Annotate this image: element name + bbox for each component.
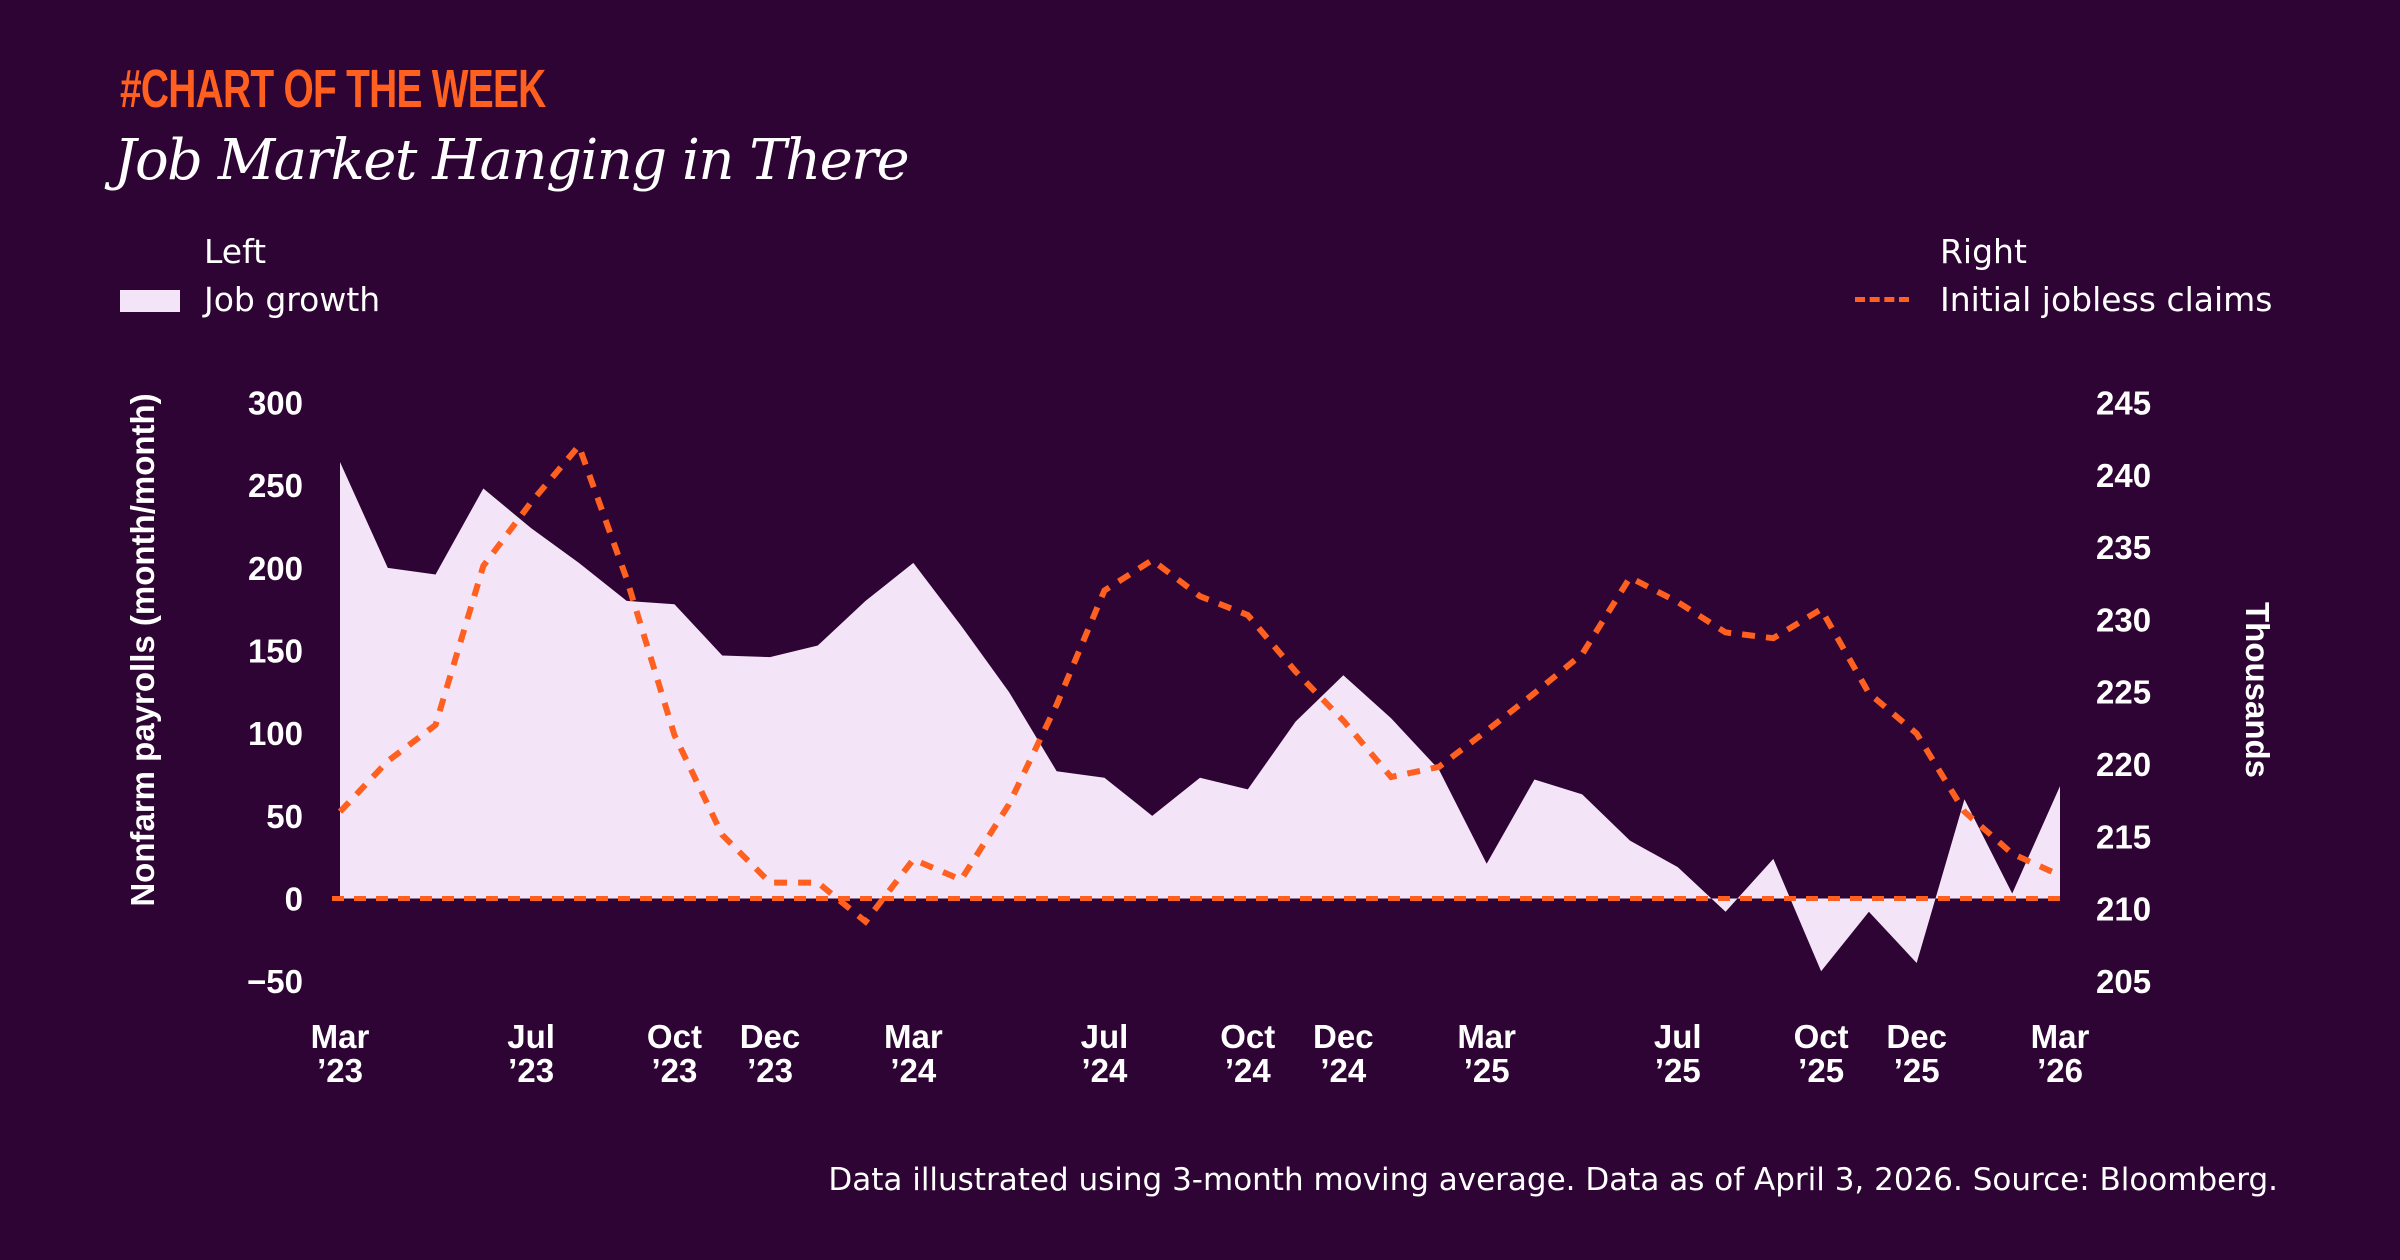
initial-jobless-claims-line <box>337 439 2062 926</box>
x-tick-year: ’23 <box>747 1052 793 1089</box>
legend-left-heading: Left <box>204 232 267 271</box>
x-tick-year: ’25 <box>1894 1052 1940 1089</box>
y-tick-label: 300 <box>248 385 303 422</box>
y2-tick-label: 220 <box>2096 746 2151 783</box>
chart-title: Job Market Hanging in There <box>114 128 910 193</box>
legend-dashed-line-swatch <box>1855 297 1909 302</box>
y-tick-label: 0 <box>285 881 303 918</box>
job-growth-area <box>340 462 2060 972</box>
x-tick-year: ’24 <box>1225 1052 1272 1089</box>
y-tick-label: 150 <box>248 633 303 670</box>
y-axis-label: Nonfarm payrolls (month/month) <box>124 393 161 906</box>
x-tick-month: Oct <box>1220 1018 1275 1055</box>
x-tick-month: Dec <box>1886 1018 1947 1055</box>
x-tick-month: Oct <box>647 1018 702 1055</box>
x-tick-month: Mar <box>311 1018 370 1055</box>
footnote: Data illustrated using 3-month moving av… <box>828 1162 2278 1198</box>
x-tick-month: Jul <box>507 1018 555 1055</box>
x-tick-year: ’24 <box>890 1052 937 1089</box>
y2-tick-label: 240 <box>2096 457 2151 494</box>
y-tick-label: 50 <box>266 798 303 835</box>
y-tick-label: 100 <box>248 715 303 752</box>
y2-tick-label: 225 <box>2096 674 2151 711</box>
y2-tick-label: 235 <box>2096 529 2151 566</box>
legend-job-growth: Job growth <box>204 280 381 319</box>
x-tick-month: Oct <box>1794 1018 1849 1055</box>
x-tick-year: ’26 <box>2037 1052 2083 1089</box>
y2-tick-label: 205 <box>2096 963 2151 1000</box>
chart-of-the-week-tag: #CHART OF THE WEEK <box>120 59 546 119</box>
x-tick-month: Mar <box>2031 1018 2090 1055</box>
y2-axis-label: Thousands <box>2239 602 2276 778</box>
x-tick-month: Dec <box>740 1018 801 1055</box>
x-tick-year: ’24 <box>1320 1052 1367 1089</box>
x-tick-year: ’25 <box>1798 1052 1844 1089</box>
y2-tick-label: 210 <box>2096 891 2151 928</box>
legend-initial-jobless-claims: Initial jobless claims <box>1940 280 2273 319</box>
y2-tick-label: 245 <box>2096 385 2151 422</box>
x-tick-year: ’24 <box>1082 1052 1129 1089</box>
x-tick-year: ’23 <box>317 1052 363 1089</box>
x-tick-month: Dec <box>1313 1018 1374 1055</box>
y-tick-label: −50 <box>247 963 303 1000</box>
y-tick-label: 250 <box>248 467 303 504</box>
y-tick-label: 200 <box>248 550 303 587</box>
x-tick-month: Mar <box>1457 1018 1516 1055</box>
x-tick-year: ’25 <box>1464 1052 1510 1089</box>
y2-tick-label: 230 <box>2096 601 2151 638</box>
x-tick-year: ’23 <box>508 1052 554 1089</box>
y2-tick-label: 215 <box>2096 818 2151 855</box>
x-tick-year: ’23 <box>652 1052 698 1089</box>
legend-area-swatch <box>120 290 180 312</box>
legend-right-heading: Right <box>1940 232 2027 271</box>
x-tick-month: Jul <box>1081 1018 1129 1055</box>
x-tick-year: ’25 <box>1655 1052 1701 1089</box>
x-tick-month: Jul <box>1654 1018 1702 1055</box>
x-tick-month: Mar <box>884 1018 943 1055</box>
